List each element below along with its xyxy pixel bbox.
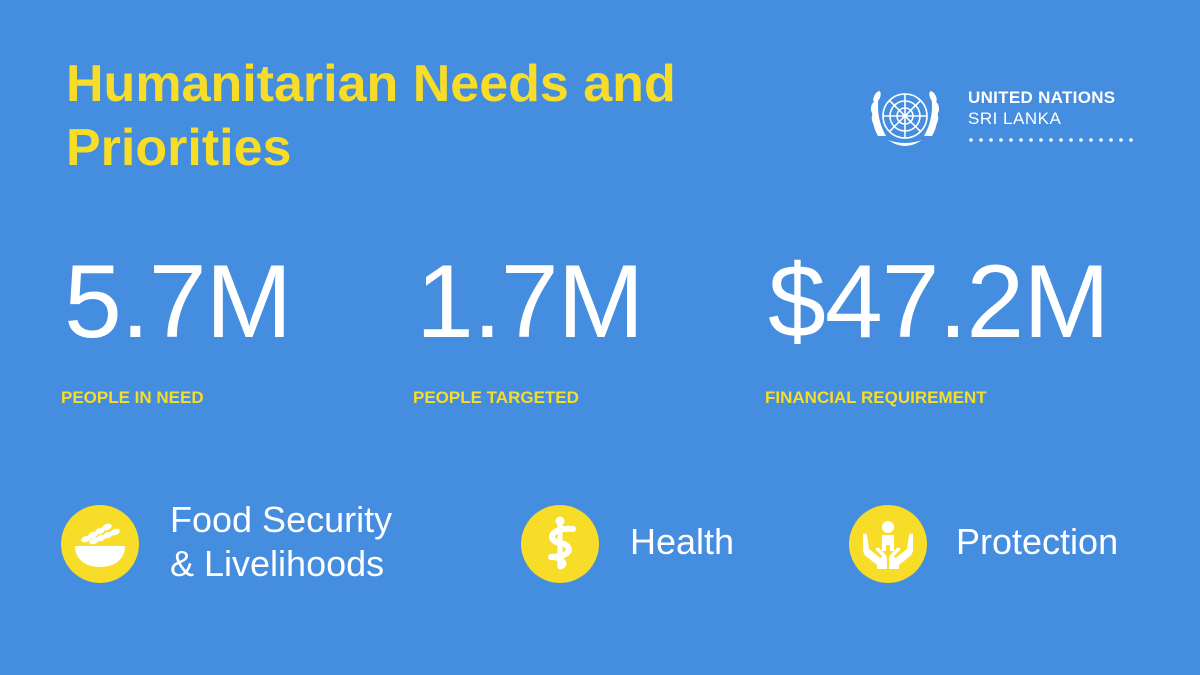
stat-label: PEOPLE IN NEED [61, 388, 204, 407]
divider-dot [1129, 138, 1133, 142]
divider-dot [1119, 138, 1123, 142]
stat-financial-requirement: $47.2M FINANCIAL REQUIREMENT [765, 244, 1110, 407]
protection-hands-icon [849, 505, 927, 583]
divider-dot [1089, 138, 1093, 142]
sector-label-line: & Livelihoods [170, 543, 385, 584]
divider-dot [999, 138, 1003, 142]
org-name: UNITED NATIONS [968, 88, 1116, 107]
divider-dot [1099, 138, 1103, 142]
divider-dot [1059, 138, 1063, 142]
divider-dot [1029, 138, 1033, 142]
health-icon [521, 505, 599, 583]
sector-label: Protection [956, 521, 1119, 562]
divider-dot [989, 138, 993, 142]
divider-dot [979, 138, 983, 142]
stat-label: FINANCIAL REQUIREMENT [765, 388, 987, 407]
divider-dot [1039, 138, 1043, 142]
stat-value: $47.2M [768, 244, 1110, 360]
stat-value: 5.7M [64, 244, 292, 360]
divider-dot [969, 138, 973, 142]
stat-value: 1.7M [416, 244, 644, 360]
divider-dot [1079, 138, 1083, 142]
divider-dot [1049, 138, 1053, 142]
un-logo: UNITED NATIONS SRI LANKA [866, 78, 1146, 158]
dotted-divider [969, 138, 1133, 142]
divider-dot [1109, 138, 1113, 142]
food-bowl-icon [61, 505, 139, 583]
stat-people-targeted: 1.7M PEOPLE TARGETED [413, 244, 644, 407]
un-emblem-icon [870, 90, 940, 146]
sector-label: Health [630, 521, 735, 562]
org-country: SRI LANKA [968, 109, 1062, 128]
stat-label: PEOPLE TARGETED [413, 388, 579, 407]
sector-label: Food Security & Livelihoods [170, 498, 392, 586]
divider-dot [1069, 138, 1073, 142]
page-title: Humanitarian Needs and Priorities [66, 55, 676, 177]
divider-dot [1019, 138, 1023, 142]
sector-label-line: Food Security [170, 499, 393, 540]
divider-dot [1009, 138, 1013, 142]
stat-people-in-need: 5.7M PEOPLE IN NEED [61, 244, 292, 407]
